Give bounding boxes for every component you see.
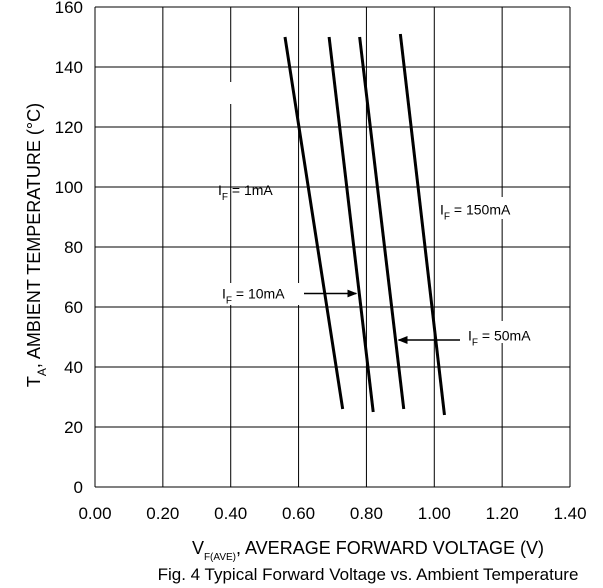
figure-caption: Fig. 4 Typical Forward Voltage vs. Ambie… <box>158 565 579 584</box>
annotation-background <box>214 283 304 305</box>
tick-labels: 0.00 0.20 0.40 0.60 0.80 1.00 1.20 1.40 0 20 40 60 8… <box>55 0 587 523</box>
y-tick-label: 100 <box>55 178 83 197</box>
series-line-150ma <box>398 33 446 416</box>
series-line-50ma <box>358 36 406 410</box>
y-tick-label: 160 <box>55 0 83 17</box>
series-line-10ma <box>327 36 375 413</box>
y-tick-label: 60 <box>64 298 83 317</box>
y-tick-label: 40 <box>64 358 83 377</box>
series-annotation: IF = 10mA <box>222 286 285 307</box>
y-tick-label: 80 <box>64 238 83 257</box>
x-tick-label: 0.40 <box>214 504 247 523</box>
x-tick-label: 1.00 <box>418 504 451 523</box>
y-tick-label: 140 <box>55 58 83 77</box>
y-tick-label: 0 <box>74 478 83 497</box>
series-line-1ma <box>283 36 345 410</box>
x-tick-label: 0.80 <box>350 504 383 523</box>
series-annotation: IF = 50mA <box>468 328 531 349</box>
x-tick-label: 0.60 <box>282 504 315 523</box>
series-annotation: IF = 150mA <box>440 202 511 223</box>
y-axis-title: TA, AMBIENT TEMPERATURE (°C) <box>24 103 49 387</box>
y-tick-label: 120 <box>55 118 83 137</box>
x-axis-title: VF(AVE), AVERAGE FORWARD VOLTAGE (V) <box>192 538 544 563</box>
y-tick-label: 20 <box>64 418 83 437</box>
x-tick-label: 1.40 <box>553 504 586 523</box>
grid <box>94 6 571 488</box>
x-tick-label: 1.20 <box>486 504 519 523</box>
series-annotation: IF = 1mA <box>218 182 273 203</box>
annotation-background <box>436 197 528 219</box>
annotation-background <box>212 82 276 104</box>
series-lines <box>283 33 446 416</box>
annotations: IF = 1mA IF = 10mA IF = 50mA IF = 150mA <box>212 82 542 349</box>
x-tick-label: 0.20 <box>146 504 179 523</box>
x-tick-label: 0.00 <box>78 504 111 523</box>
annotation-background <box>462 321 542 343</box>
